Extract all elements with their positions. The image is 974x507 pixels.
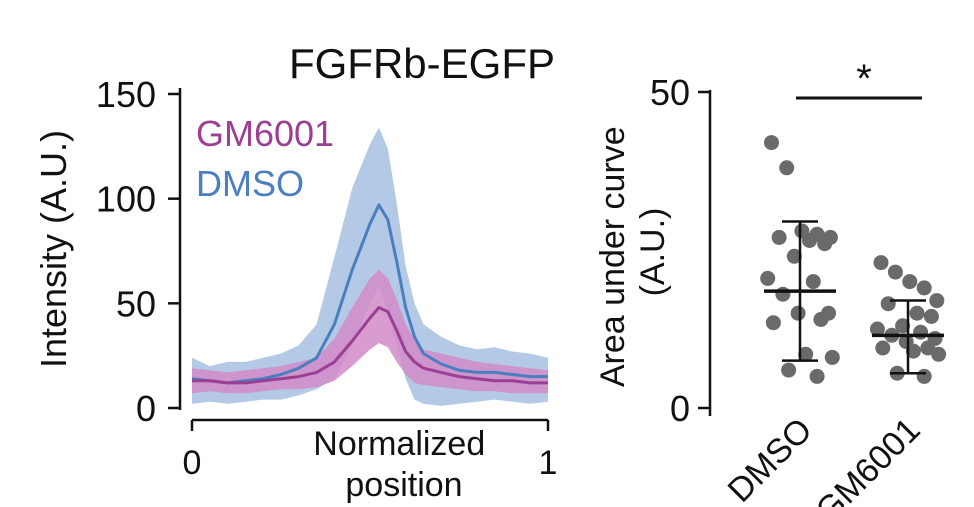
mean-lines bbox=[191, 203, 548, 385]
point-dmso bbox=[790, 305, 806, 321]
point-gm6001 bbox=[913, 324, 929, 340]
line-dmso bbox=[191, 203, 548, 385]
x-axis-label-line-1: Normalized bbox=[313, 425, 485, 463]
point-dmso bbox=[765, 315, 781, 331]
significance-star: * bbox=[856, 57, 872, 101]
y-tick-label-0: 0 bbox=[670, 388, 690, 429]
point-gm6001 bbox=[909, 305, 925, 321]
point-dmso bbox=[786, 248, 802, 264]
mean-sd-bars bbox=[764, 220, 944, 375]
point-dmso bbox=[802, 233, 817, 248]
x-tick-label-1: 1 bbox=[539, 444, 558, 482]
confidence-bands bbox=[192, 127, 548, 406]
significance-annotation: * bbox=[796, 57, 922, 101]
point-dmso bbox=[805, 274, 821, 290]
point-gm6001 bbox=[905, 343, 921, 359]
x-axis-label: Normalized position bbox=[313, 425, 494, 504]
y-tick-label-150: 150 bbox=[96, 74, 156, 115]
y-tick-label-50: 50 bbox=[650, 72, 690, 113]
point-dmso bbox=[781, 362, 797, 378]
x-tick-label-0: 0 bbox=[183, 444, 202, 482]
point-dmso bbox=[824, 349, 840, 365]
point-gm6001 bbox=[923, 308, 939, 324]
point-gm6001 bbox=[895, 318, 911, 334]
point-dmso bbox=[809, 368, 825, 384]
category-label-gm6001: GM6001 bbox=[809, 411, 928, 507]
y-axis-label-line-1: Area under curve bbox=[594, 126, 632, 387]
point-dmso bbox=[817, 236, 833, 252]
legend-entry-dmso: DMSO bbox=[196, 163, 304, 204]
point-dmso bbox=[764, 135, 779, 151]
y-axis-label-line-2: (A.U.) bbox=[634, 208, 672, 297]
y-tick-label-100: 100 bbox=[96, 179, 156, 220]
y-tick-label-0: 0 bbox=[136, 388, 156, 429]
point-gm6001 bbox=[931, 346, 947, 362]
point-gm6001 bbox=[869, 321, 885, 337]
y-axis-ticks: 0 50 bbox=[650, 72, 710, 429]
band-dmso bbox=[192, 127, 548, 406]
category-label-dmso: DMSO bbox=[721, 411, 820, 507]
point-dmso bbox=[779, 160, 795, 176]
point-gm6001 bbox=[887, 264, 903, 280]
point-gm6001 bbox=[916, 368, 932, 384]
point-gm6001 bbox=[880, 296, 896, 312]
data-points bbox=[760, 135, 947, 384]
point-gm6001 bbox=[929, 293, 945, 309]
y-axis-label: Intensity (A.U.) bbox=[33, 130, 74, 368]
point-dmso bbox=[760, 270, 776, 286]
point-gm6001 bbox=[875, 340, 891, 356]
y-axis-label: Area under curve (A.U.) bbox=[594, 117, 672, 387]
point-dmso bbox=[771, 229, 787, 245]
x-axis-label-line-2: position bbox=[345, 466, 462, 504]
chart-title: FGFRb-EGFP bbox=[289, 40, 555, 87]
point-gm6001 bbox=[916, 280, 932, 296]
point-gm6001 bbox=[902, 274, 918, 290]
legend-entry-gm6001: GM6001 bbox=[196, 113, 334, 154]
point-dmso bbox=[813, 312, 829, 327]
point-dmso bbox=[775, 286, 791, 302]
y-tick-label-50: 50 bbox=[116, 283, 156, 324]
band-gm6001 bbox=[192, 269, 548, 394]
point-gm6001 bbox=[873, 255, 889, 271]
legend: GM6001 DMSO bbox=[196, 113, 334, 204]
y-axis-ticks: 0 50 100 150 bbox=[96, 74, 180, 429]
line-gm6001 bbox=[192, 306, 548, 385]
point-dmso bbox=[798, 346, 814, 362]
